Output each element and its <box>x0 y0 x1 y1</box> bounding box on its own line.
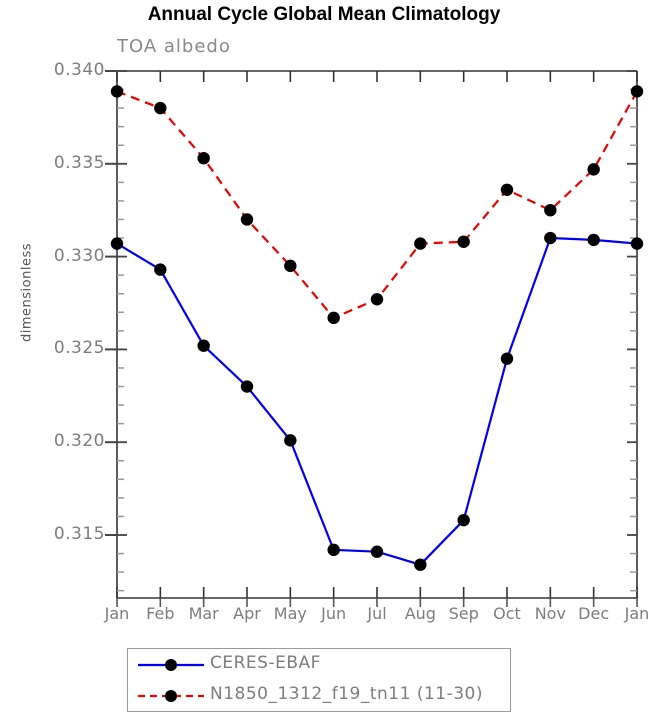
x-tick-label: Apr <box>233 604 261 623</box>
data-point <box>630 85 644 98</box>
y-tick-label: 0.330 <box>53 245 105 266</box>
data-point <box>240 213 254 226</box>
y-tick-label: 0.315 <box>53 524 105 544</box>
x-tick-label: Sep <box>448 604 479 623</box>
data-series <box>110 85 644 571</box>
data-point <box>544 204 557 217</box>
data-point <box>284 259 297 273</box>
data-point <box>587 163 600 176</box>
x-tick-label: Jan <box>104 604 130 623</box>
data-point <box>587 233 600 247</box>
data-point <box>500 183 514 196</box>
x-tick-label: Aug <box>404 604 436 623</box>
x-tick-label: Mar <box>188 604 219 623</box>
data-point <box>414 237 427 250</box>
x-tick-label: Nov <box>534 604 566 623</box>
data-point <box>500 352 514 365</box>
data-point <box>630 237 644 250</box>
x-tick-label: Oct <box>493 604 521 623</box>
data-point <box>544 231 557 245</box>
x-tick-label: Jan <box>624 604 648 623</box>
y-tick-label: 0.340 <box>53 60 105 80</box>
y-tick-label: 0.335 <box>53 152 105 173</box>
legend-label-1: N1850_1312_f19_tn11 (11-30) <box>210 684 483 704</box>
x-tick-label: May <box>273 604 307 623</box>
legend-entry-1: N1850_1312_f19_tn11 (11-30) <box>128 680 510 712</box>
y-tick-label: 0.325 <box>53 338 105 359</box>
data-point <box>240 380 254 393</box>
data-point <box>327 543 340 557</box>
data-point <box>457 235 470 248</box>
x-tick-label: Dec <box>578 604 610 623</box>
data-point <box>154 101 167 115</box>
data-point <box>110 237 124 250</box>
data-point <box>197 152 210 165</box>
data-point <box>110 85 124 98</box>
x-tick-label: Jul <box>367 604 387 623</box>
data-point <box>370 293 384 306</box>
x-tick-label: Jun <box>321 604 347 623</box>
series-line-0 <box>116 236 638 566</box>
data-point <box>327 311 340 325</box>
y-tick-label: 0.320 <box>53 431 105 452</box>
data-point <box>197 339 210 352</box>
data-point <box>284 434 297 447</box>
legend-label-0: CERES-EBAF <box>210 653 321 673</box>
x-tick-label: Feb <box>146 604 175 623</box>
data-point <box>154 263 167 276</box>
page-title: Annual Cycle Global Mean Climatology <box>147 4 501 25</box>
legend-swatch-n1850 <box>138 690 204 702</box>
data-point <box>457 513 470 527</box>
chart-subtitle: TOA albedo <box>117 36 231 57</box>
legend: CERES-EBAF N1850_1312_f19_tn11 (11-30) <box>127 648 511 712</box>
axes <box>105 70 638 607</box>
legend-entry-0: CERES-EBAF <box>128 649 510 681</box>
data-point <box>414 558 427 571</box>
legend-swatch-ceres-ebaf <box>138 659 204 671</box>
series-line-1 <box>116 90 638 320</box>
data-point <box>370 545 384 558</box>
